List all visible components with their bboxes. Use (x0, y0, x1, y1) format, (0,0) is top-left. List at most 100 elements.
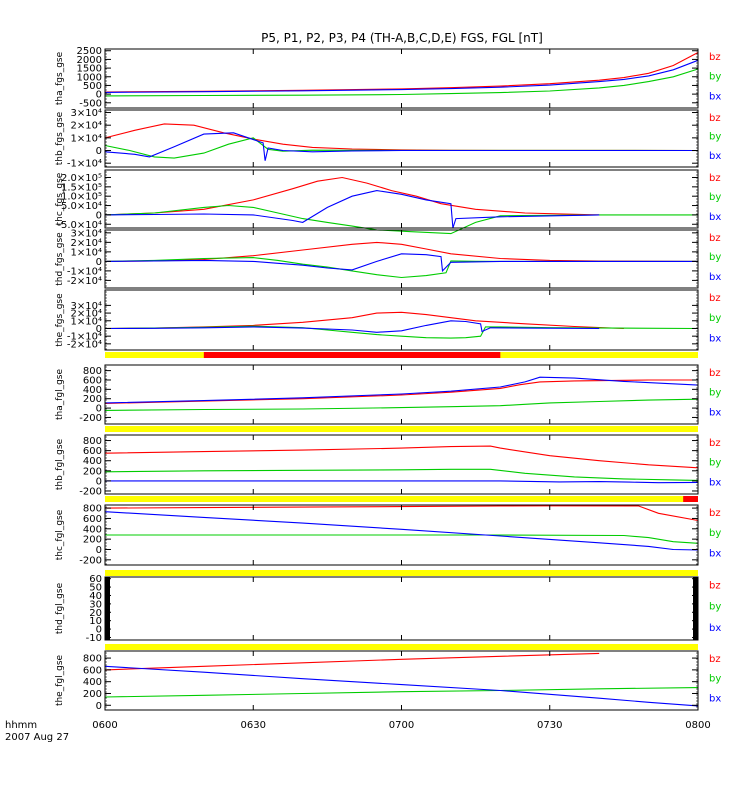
y-tick-label: 0 (96, 257, 102, 268)
y-tick-label: 3×10⁴ (71, 228, 102, 239)
y-tick-label: 600 (83, 375, 102, 386)
y-tick-label: 40 (89, 591, 102, 602)
x-tick-label: 0630 (241, 720, 266, 731)
y-tick-label: 800 (83, 366, 102, 377)
panel-frame (104, 48, 699, 109)
status-segment-yellow (105, 570, 698, 576)
y-tick-label: -1×10⁴ (67, 266, 102, 277)
series-bx-thb_fgl_gse (105, 480, 699, 484)
y-tick-label: 60 (89, 574, 102, 585)
y-tick-label: 200 (83, 394, 102, 405)
y-tick-label: -200 (79, 486, 102, 497)
y-tick-label: 200 (83, 535, 102, 546)
series-bz-the_fgs_gse (104, 311, 624, 330)
y-axis-label: thc_fgs_gse (55, 172, 65, 225)
y-tick-label: 2.0×10⁵ (61, 173, 102, 184)
y-tick-label: -500 (79, 98, 102, 109)
legend-by: by (709, 601, 721, 612)
series-by-thb_fgs_gse (104, 137, 699, 159)
series-bx-the_fgl_gse (104, 665, 699, 707)
series-bx-thc_fgl_gse (104, 511, 699, 551)
legend-by: by (709, 132, 721, 143)
y-tick-label: 2×10⁴ (71, 121, 102, 132)
y-tick-label: -200 (79, 555, 102, 566)
y-tick-label: -2×10⁴ (67, 276, 102, 287)
chart-title: P5, P1, P2, P3, P4 (TH-A,B,C,D,E) FGS, F… (261, 31, 543, 45)
y-tick-label: 0 (96, 90, 102, 101)
legend-by: by (709, 528, 721, 539)
y-tick-label: 2000 (77, 55, 102, 66)
series-bx-tha_fgl_gse (104, 376, 699, 404)
legend-bz: bz (709, 233, 721, 244)
legend-bx: bx (709, 212, 721, 223)
y-tick-label: 600 (83, 446, 102, 457)
x-axis-date: 2007 Aug 27 (5, 732, 69, 743)
y-tick-label: 1.0×10⁵ (61, 192, 102, 203)
y-tick-label: 20 (89, 608, 102, 619)
legend-bz: bz (709, 508, 721, 519)
status-segment-red (203, 352, 501, 358)
panel-frame (104, 289, 699, 351)
y-tick-label: 5.0×10⁴ (61, 201, 102, 212)
y-axis-label: tha_fgs_gse (55, 51, 65, 105)
legend-by: by (709, 252, 721, 263)
y-axis-label: the_fgl_gse (55, 654, 65, 706)
panel-frame (104, 434, 699, 495)
y-tick-label: 2500 (77, 46, 102, 57)
panel-frame (104, 169, 699, 229)
status-segment-yellow (105, 644, 698, 650)
y-tick-label: 400 (83, 524, 102, 535)
series-bz-thb_fgs_gse (104, 123, 699, 152)
legend-by: by (709, 388, 721, 399)
y-tick-label: 1.5×10⁵ (61, 182, 102, 193)
y-axis-label: the_fgs_gse (55, 293, 65, 347)
y-axis-label: thb_fgs_gse (55, 111, 65, 165)
y-tick-label: 1500 (77, 64, 102, 75)
series-by-the_fgs_gse (104, 325, 699, 339)
legend-bx: bx (709, 623, 721, 634)
legend-by: by (709, 192, 721, 203)
y-tick-label: 200 (83, 466, 102, 477)
y-tick-label: 1×10⁴ (71, 316, 102, 327)
y-tick-label: -200 (79, 413, 102, 424)
series-bz-thc_fgs_gse (104, 176, 600, 216)
series-bz-thc_fgl_gse (104, 505, 699, 522)
y-tick-label: 0 (96, 210, 102, 221)
series-bx-thd_fgs_gse (104, 253, 698, 273)
y-tick-label: 0 (96, 476, 102, 487)
legend-bz: bz (709, 438, 721, 449)
series-by-thc_fgl_gse (105, 534, 699, 544)
x-tick-label: 0600 (92, 720, 117, 731)
no-data-edge-left (105, 577, 110, 640)
y-tick-label: 30 (89, 599, 102, 610)
y-axis-label: tha_fgl_gse (55, 369, 65, 421)
legend-bz: bz (709, 173, 721, 184)
status-segment-yellow (105, 426, 698, 432)
y-tick-label: 10 (89, 616, 102, 627)
no-data-edge-right (693, 577, 698, 640)
y-tick-label: 0 (96, 545, 102, 556)
legend-bz: bz (709, 113, 721, 124)
series-by-the_fgl_gse (104, 687, 699, 698)
series-bx-the_fgs_gse (104, 320, 600, 333)
y-tick-label: 0 (96, 146, 102, 157)
y-tick-label: -1×10⁴ (67, 159, 102, 170)
legend-bz: bz (709, 368, 721, 379)
status-bar-4 (105, 644, 698, 650)
y-tick-label: 1000 (77, 72, 102, 83)
legend-bz: bz (709, 581, 721, 592)
series-by-tha_fgl_gse (104, 398, 699, 411)
series-by-thc_fgs_gse (104, 204, 698, 235)
series-bz-tha_fgs_gse (104, 52, 699, 93)
series-by-thd_fgs_gse (104, 257, 698, 279)
x-tick-label: 0700 (389, 720, 414, 731)
y-tick-label: 800 (83, 504, 102, 515)
